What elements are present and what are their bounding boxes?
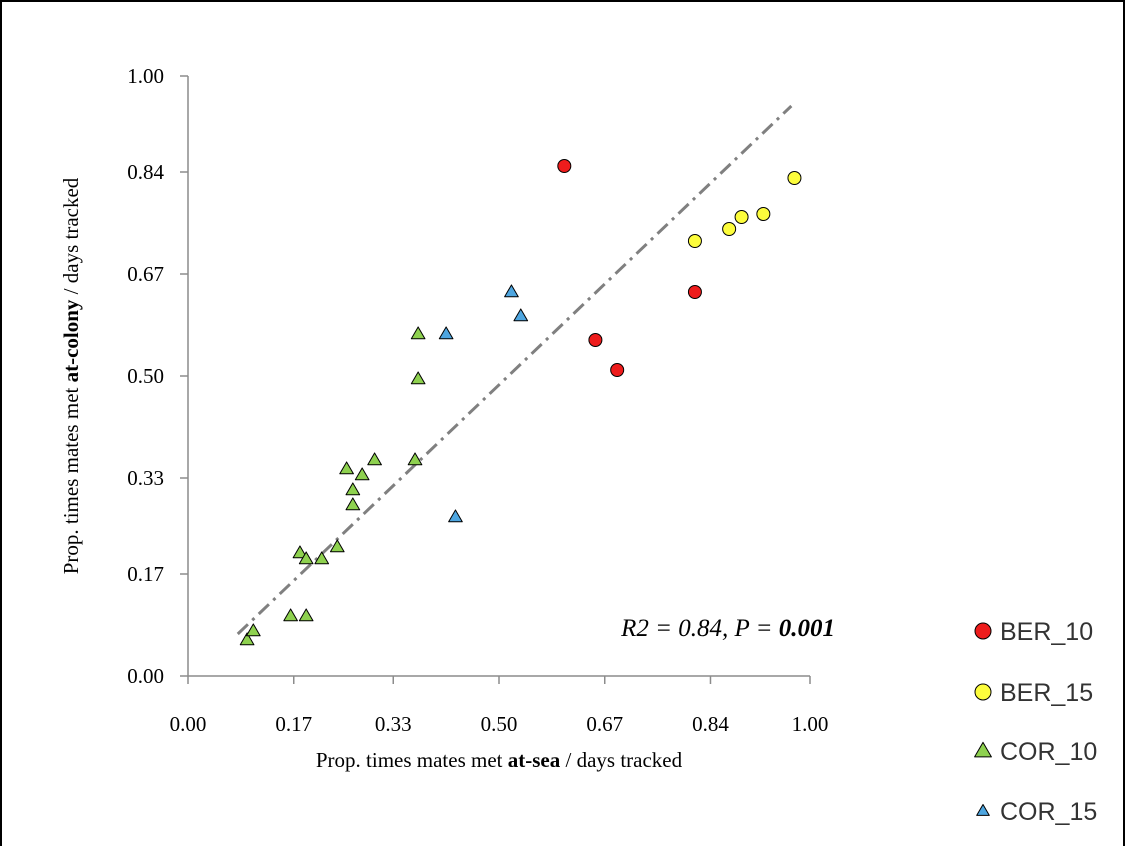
data-point (354, 467, 370, 481)
series-cor-15 (438, 284, 529, 523)
x-axis-label-prefix: Prop. times mates met (316, 748, 508, 772)
legend-item-ber-10: BER_10 (974, 618, 1093, 646)
data-point (734, 210, 749, 224)
data-point (722, 222, 737, 236)
x-axis-label: Prop. times mates met at-sea / days trac… (316, 748, 683, 772)
y-axis-label-bold: at-colony (59, 299, 83, 382)
data-point (345, 482, 361, 496)
data-point (687, 234, 702, 248)
y-axis-label-suffix: / days tracked (59, 177, 83, 299)
regression-annotation: R2 = 0.84, P = 0.001 (620, 615, 835, 642)
legend-label: COR_10 (1000, 738, 1097, 766)
x-tick-label: 1.00 (792, 712, 829, 736)
data-point (513, 308, 529, 322)
legend-label: COR_15 (1000, 798, 1097, 826)
axes (187, 76, 810, 677)
data-point (410, 371, 426, 385)
legend-item-cor-10: COR_10 (974, 738, 1097, 766)
x-tick-label: 0.33 (375, 712, 412, 736)
y-tick-label: 1.00 (127, 64, 164, 88)
y-tick-label: 0.17 (127, 562, 164, 586)
data-point (410, 326, 426, 340)
series-cor-10 (239, 326, 426, 646)
legend-marker (974, 683, 992, 701)
data-point (314, 551, 330, 565)
data-point (787, 171, 802, 185)
data-point (438, 326, 454, 340)
data-point (407, 452, 423, 466)
data-point (687, 285, 702, 299)
y-tick-label: 0.50 (127, 364, 164, 388)
data-point (245, 623, 261, 637)
y-tick-label: 0.84 (127, 160, 164, 184)
series-ber-15 (687, 171, 802, 248)
y-tick-label: 0.00 (127, 664, 164, 688)
data-point (298, 608, 314, 622)
data-point (283, 608, 298, 622)
data-point (298, 551, 314, 565)
annotation-text: R2 = 0.84, P = (620, 615, 779, 642)
data-point (557, 159, 572, 173)
data-point (504, 284, 519, 298)
legend-label: BER_15 (1000, 679, 1093, 707)
data-point (329, 539, 345, 553)
tick-marks (180, 75, 811, 684)
x-axis-label-suffix: / days tracked (560, 748, 682, 772)
legend-marker (976, 803, 990, 816)
data-point (610, 363, 625, 377)
legend: BER_10 BER_15 COR_10 COR_15 (974, 618, 1097, 826)
data-point (292, 545, 308, 559)
trendline (236, 104, 793, 636)
data-point (239, 632, 255, 646)
x-tick-label: 0.17 (275, 712, 312, 736)
y-axis-label: Prop. times mates met at-colony / days t… (59, 177, 83, 574)
x-tick-label: 0.84 (692, 712, 729, 736)
x-tick-label: 0.50 (481, 712, 518, 736)
y-tick-label: 0.33 (127, 466, 164, 490)
data-point (756, 207, 771, 221)
data-point (367, 452, 382, 466)
y-tick-labels: 0.00 0.17 0.33 0.50 0.67 0.84 1.00 (127, 64, 164, 688)
y-axis-label-prefix: Prop. times mates met (59, 382, 83, 574)
legend-item-ber-15: BER_15 (974, 679, 1093, 707)
x-tick-label: 0.00 (170, 712, 207, 736)
legend-item-cor-15: COR_15 (976, 798, 1097, 826)
x-tick-labels: 0.00 0.17 0.33 0.50 0.67 0.84 1.00 (170, 712, 829, 736)
legend-label: BER_10 (1000, 618, 1093, 646)
data-point (345, 497, 361, 511)
legend-marker (974, 622, 992, 640)
legend-marker (974, 741, 992, 758)
series-ber-10 (557, 159, 702, 377)
x-tick-label: 0.67 (586, 712, 623, 736)
data-point (588, 333, 603, 347)
data-point (339, 461, 354, 475)
y-tick-label: 0.67 (127, 262, 164, 286)
data-point (448, 509, 463, 523)
data-points (239, 159, 802, 646)
annotation-p-value: 0.001 (779, 615, 835, 642)
x-axis-label-bold: at-sea (508, 748, 561, 772)
